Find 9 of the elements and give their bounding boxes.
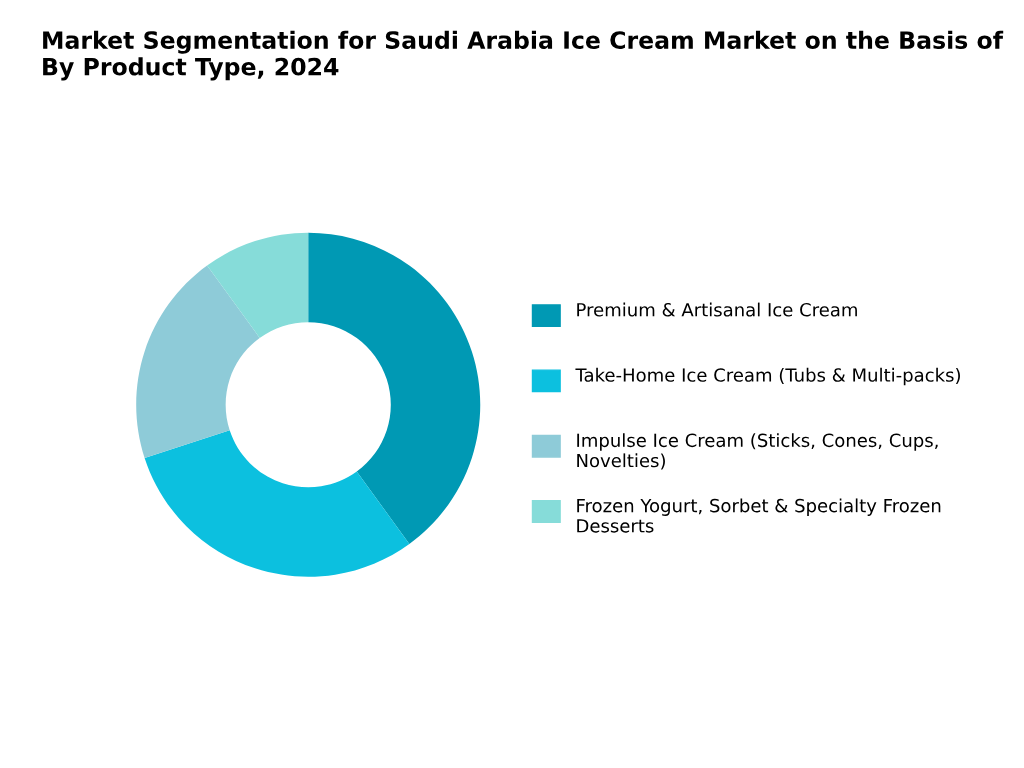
donut-slice: [144, 430, 410, 577]
legend-label: Impulse Ice Cream (Sticks, Cones, Cups, Novelties): [577, 433, 938, 470]
donut-slice: [136, 265, 260, 458]
legend-label: Take-Home Ice Cream (Tubs & Multi-packs): [575, 367, 960, 386]
donut-slice: [207, 232, 309, 338]
legend-label: Premium & Artisanal Ice Cream: [577, 302, 857, 317]
chart-title: Market Segmentation for Saudi Arabia Ice Cream Market on the Basis of By Product Type, 2024: [43, 30, 1004, 81]
legend-label: Frozen Yogurt, Sorbet & Specialty Frozen Desserts: [577, 498, 941, 533]
donut-slice: [308, 232, 481, 544]
